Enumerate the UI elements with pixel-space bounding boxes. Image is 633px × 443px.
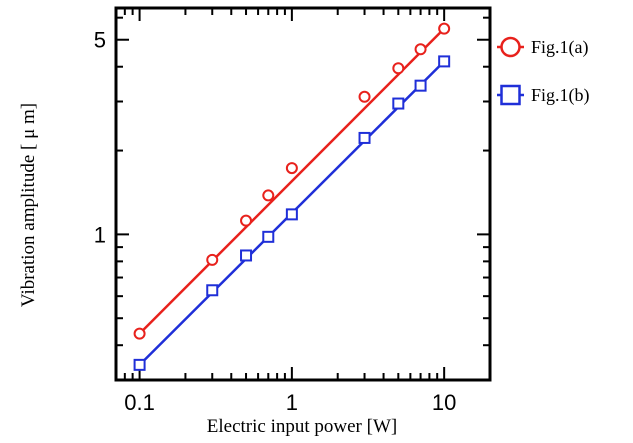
tick-labels: 0.1 1 10 1 5 xyxy=(94,28,457,415)
data-point xyxy=(392,97,405,110)
legend-marker xyxy=(500,36,521,58)
axis-ticks xyxy=(115,8,491,381)
data-point xyxy=(240,249,253,262)
data-point xyxy=(206,284,219,297)
y-tick-label: 5 xyxy=(94,28,106,53)
x-tick-label: 10 xyxy=(432,390,456,415)
legend-item-2: Fig.1(b) xyxy=(497,84,590,106)
y-axis-title: Vibration amplitude [ μ m] xyxy=(18,103,39,307)
series-2 xyxy=(133,55,451,371)
legend: Fig.1(a) Fig.1(b) xyxy=(497,36,590,106)
series-1 xyxy=(133,22,451,340)
data-point xyxy=(358,90,371,103)
x-axis-title: Electric input power [W] xyxy=(207,416,397,437)
data-point xyxy=(240,214,253,227)
plot-area xyxy=(114,6,492,382)
data-point xyxy=(414,79,427,92)
y-tick-label: 1 xyxy=(94,222,106,247)
legend-marker xyxy=(500,84,521,106)
legend-item-1: Fig.1(a) xyxy=(497,36,589,58)
data-point xyxy=(414,43,427,56)
data-point xyxy=(438,55,451,68)
data-point xyxy=(392,62,405,75)
data-point xyxy=(285,162,298,175)
data-point xyxy=(262,230,275,243)
data-point xyxy=(206,253,219,266)
data-point xyxy=(358,131,371,144)
x-tick-label: 1 xyxy=(286,390,298,415)
data-point xyxy=(285,208,298,221)
x-tick-label: 0.1 xyxy=(124,390,155,415)
data-point xyxy=(262,189,275,202)
legend-label: Fig.1(b) xyxy=(531,85,590,106)
data-point xyxy=(438,22,451,35)
series-1-fit-line xyxy=(138,27,446,335)
plot-frame xyxy=(114,6,492,382)
data-point xyxy=(133,358,146,371)
legend-label: Fig.1(a) xyxy=(531,37,589,58)
series xyxy=(133,22,451,371)
data-point xyxy=(133,327,146,340)
